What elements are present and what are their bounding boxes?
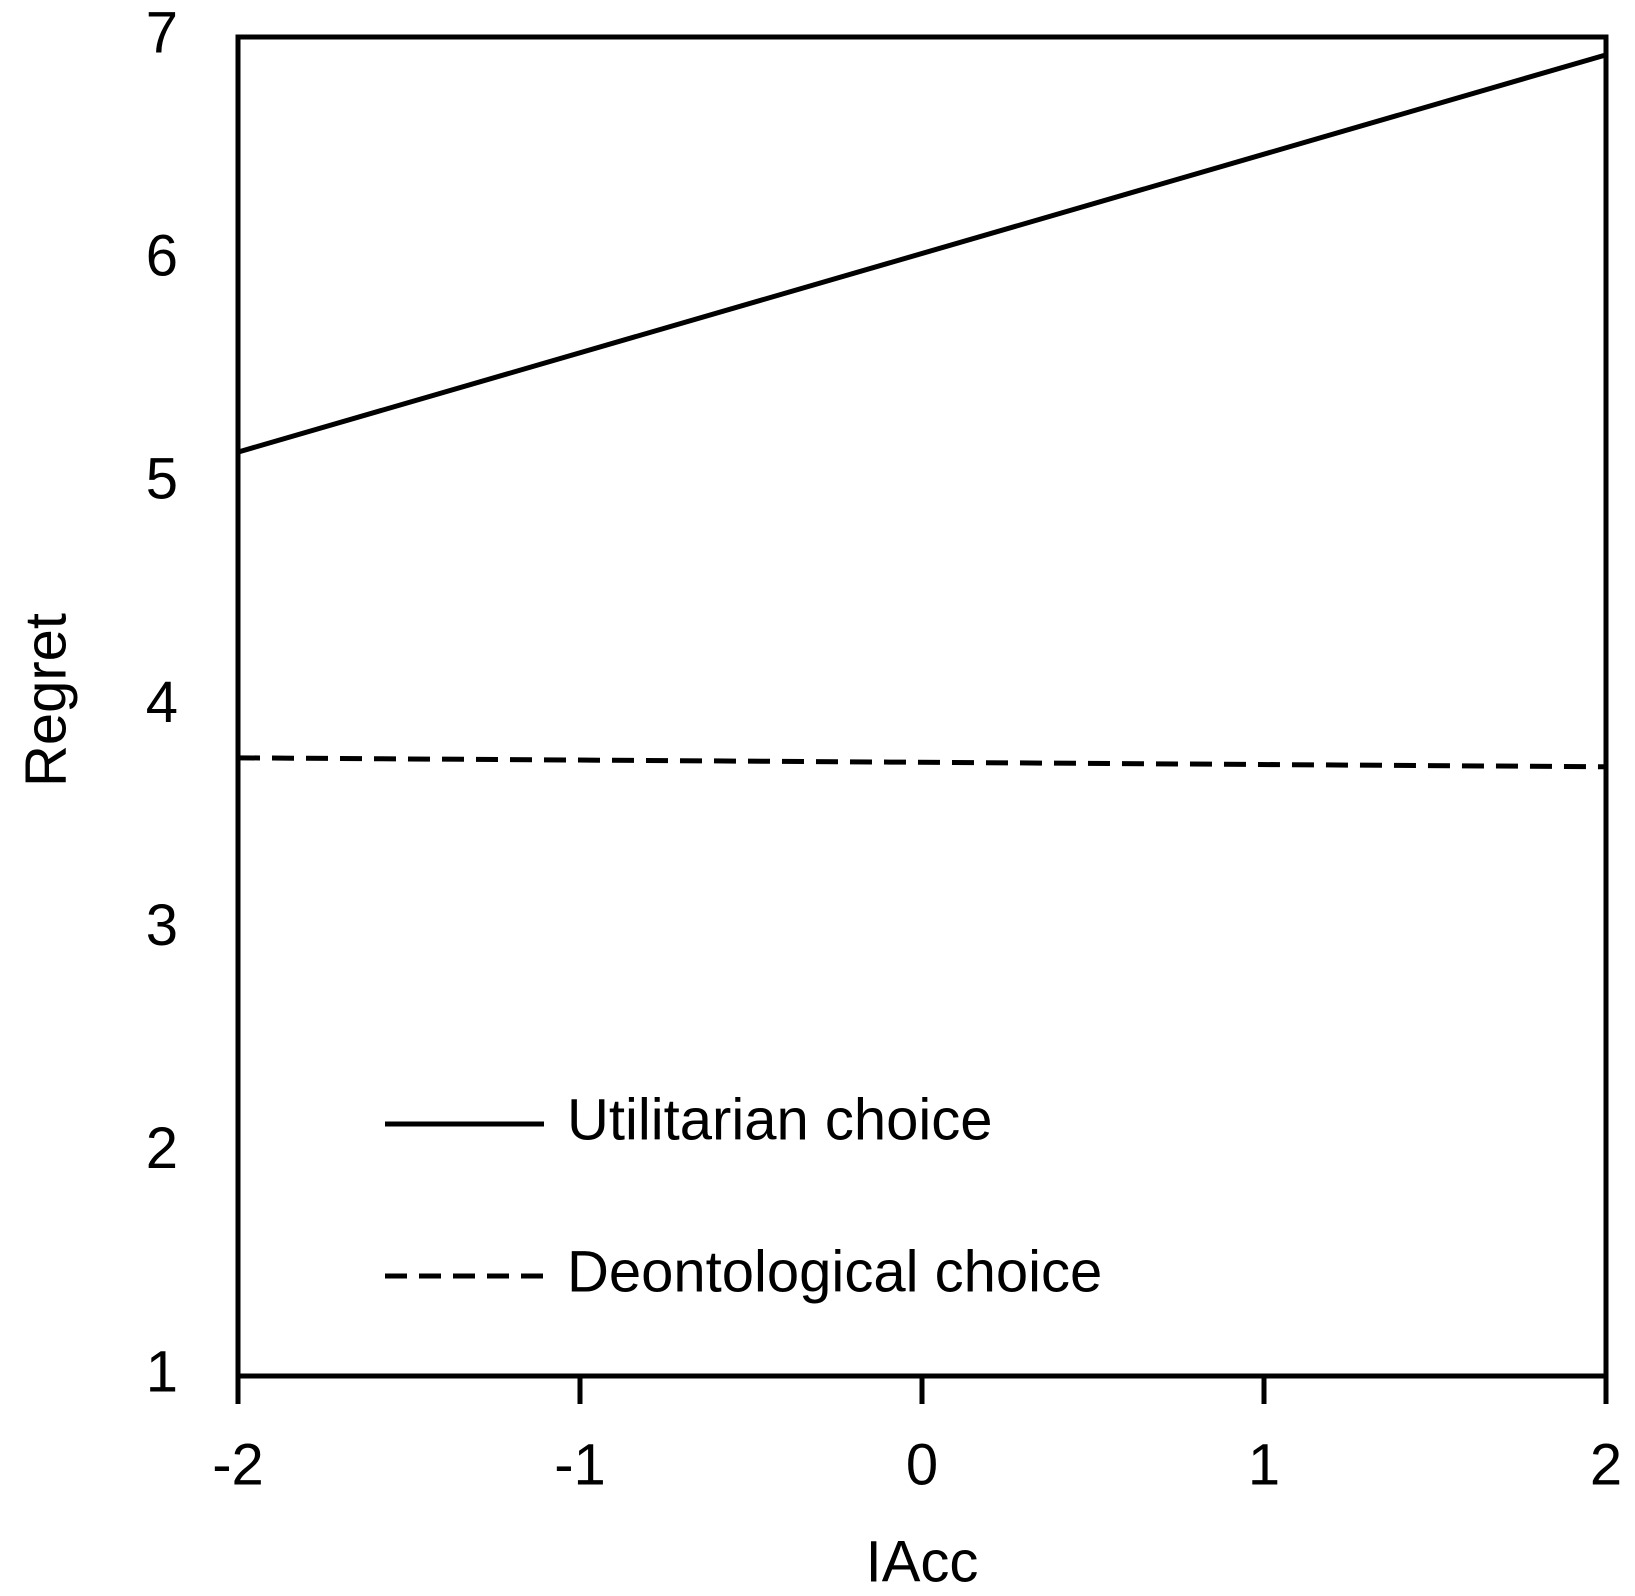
- legend-label: Deontological choice: [567, 1239, 1102, 1304]
- y-tick-label: 5: [146, 447, 178, 512]
- x-axis-label: IAcc: [866, 1529, 979, 1594]
- x-tick-label: 2: [1590, 1432, 1622, 1497]
- y-tick-label: 1: [146, 1339, 178, 1404]
- x-tick-label: 0: [906, 1432, 938, 1497]
- y-tick-label: 7: [146, 0, 178, 65]
- x-tick-label: 1: [1248, 1432, 1280, 1497]
- series-line: [237, 52, 1607, 455]
- y-tick-label: 6: [146, 223, 178, 288]
- y-tick-label: 4: [146, 670, 178, 735]
- x-tick-label: -2: [212, 1432, 264, 1497]
- plot-frame: [235, 34, 1609, 1379]
- y-axis-label: Regret: [13, 613, 78, 787]
- series-line: [237, 755, 1607, 770]
- y-tick-label: 2: [146, 1116, 178, 1181]
- y-tick-label: 3: [146, 893, 178, 958]
- legend-label: Utilitarian choice: [567, 1087, 993, 1152]
- x-tick-label: -1: [554, 1432, 606, 1497]
